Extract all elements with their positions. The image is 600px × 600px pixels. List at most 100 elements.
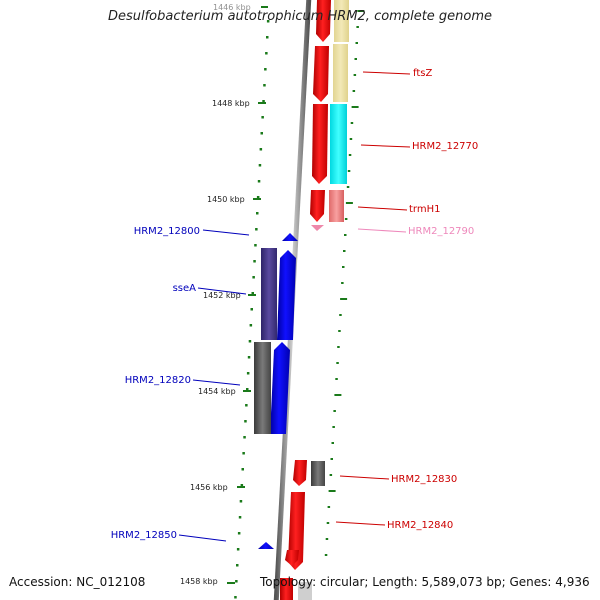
ruler-dot: [240, 484, 244, 487]
outer-dot: [340, 298, 348, 300]
ruler-dot: [247, 356, 251, 359]
ruler: 1446 kbp 1448 kbp 1450 kbp 1452 kbp 1454…: [180, 3, 268, 586]
gene-ftsZ-box[interactable]: [334, 0, 349, 42]
gene-label-trmH1[interactable]: trmH1: [409, 204, 440, 215]
ruler-dot: [245, 404, 248, 407]
gene-label-HRM2-12770[interactable]: HRM2_12770: [412, 141, 478, 152]
gene-HRM2-12820-arrow[interactable]: [270, 342, 290, 434]
gene-HRM2-12770-box[interactable]: [330, 104, 347, 184]
gene-trmH1-box[interactable]: [329, 190, 344, 222]
ruler-dot: [251, 292, 254, 295]
ruler-dot: [266, 36, 269, 39]
ruler-dot: [254, 244, 257, 247]
outer-dot: [333, 410, 336, 412]
gene-label-sseA[interactable]: sseA: [173, 283, 197, 294]
ruler-dot: [256, 196, 260, 199]
outer-dot: [344, 234, 347, 236]
ruler-label: 1448 kbp: [212, 99, 250, 108]
gene-HRM2-12830-box[interactable]: [311, 461, 325, 486]
gene-label-HRM2-12850[interactable]: HRM2_12850: [111, 530, 177, 541]
gene-HRM2-12850-arrow[interactable]: [258, 542, 274, 549]
outer-dot: [355, 42, 358, 44]
outer-dot: [352, 90, 356, 92]
outer-dot: [350, 122, 354, 124]
ruler-dot: [234, 596, 237, 599]
label-leaders: [178, 71, 411, 542]
outer-dot: [328, 490, 336, 492]
outer-dot: [353, 74, 357, 76]
ruler-dot: [249, 324, 253, 327]
outer-dot: [339, 314, 342, 316]
outer-dot: [330, 458, 333, 460]
outer-dot: [331, 442, 334, 444]
ruler-dot: [236, 548, 240, 551]
gene-HRM2-12770-arrow[interactable]: [312, 104, 328, 184]
gene-label-HRM2-12790[interactable]: HRM2_12790: [408, 226, 474, 237]
gene-HRM2-12800-arrow[interactable]: [282, 233, 298, 241]
outer-dot: [329, 474, 333, 476]
gene-small-arrow[interactable]: [285, 550, 299, 566]
gene-ftsZ-arrow[interactable]: [313, 46, 329, 102]
reverse-strand-features: [254, 233, 298, 549]
gene-label-HRM2-12830[interactable]: HRM2_12830: [391, 474, 457, 485]
ruler-dot: [259, 148, 263, 151]
outer-dot: [351, 106, 359, 108]
outer-dot: [342, 266, 345, 268]
outer-dot: [337, 346, 340, 348]
outer-dot: [347, 170, 351, 172]
gene-labels: ftsZ HRM2_12770 trmH1 HRM2_12790 HRM2_12…: [111, 68, 479, 541]
ruler-dot: [255, 228, 258, 231]
ruler-dot: [260, 132, 263, 135]
ruler-dot: [241, 468, 244, 471]
gene-HRM2-12790-arrow[interactable]: [311, 225, 324, 231]
gene-ftsZ-box[interactable]: [333, 44, 348, 102]
gene-trmH1-arrow[interactable]: [310, 190, 325, 222]
outer-dot: [354, 58, 357, 60]
accession-info: Accession: NC_012108: [9, 575, 146, 589]
ruler-dot: [246, 388, 249, 391]
gene-sseA-arrow[interactable]: [277, 250, 296, 340]
outer-dot: [348, 154, 352, 156]
ruler-dot: [248, 340, 252, 343]
ruler-dot: [266, 20, 270, 23]
ruler-dot: [235, 580, 238, 583]
ruler-dot: [236, 564, 239, 567]
gene-label-HRM2-12820[interactable]: HRM2_12820: [125, 375, 191, 386]
ruler-dot: [237, 532, 241, 535]
ruler-dot: [239, 500, 243, 503]
gene-bottom-box-2[interactable]: [298, 582, 312, 600]
ruler-dot: [250, 308, 253, 311]
ruler-dot: [261, 116, 264, 119]
gene-ftsZ-arrow[interactable]: [316, 0, 331, 42]
ruler-dot: [264, 68, 267, 71]
outer-dot: [325, 538, 329, 540]
ruler-dot: [238, 516, 242, 519]
outer-dot: [357, 10, 365, 12]
ruler-dot: [262, 100, 265, 103]
ruler-dots: [234, 20, 270, 599]
gene-sseA-box[interactable]: [261, 248, 277, 340]
ruler-dot: [243, 436, 246, 439]
gene-HRM2-12820-box[interactable]: [254, 342, 271, 434]
forward-strand-features: [280, 0, 349, 600]
outer-dot: [343, 250, 346, 252]
gene-HRM2-12830-arrow[interactable]: [293, 460, 307, 486]
outer-dot: [341, 282, 344, 284]
outer-dot: [334, 394, 342, 396]
ruler-label: 1446 kbp: [213, 3, 251, 12]
outer-dot: [349, 138, 353, 140]
ruler-label: 1450 kbp: [207, 195, 245, 204]
gene-label-ftsZ[interactable]: ftsZ: [413, 68, 432, 79]
ruler-dot: [265, 52, 268, 55]
gene-label-HRM2-12840[interactable]: HRM2_12840: [387, 520, 453, 531]
outer-dot: [326, 522, 330, 524]
outer-dot: [324, 554, 328, 556]
gene-label-HRM2-12800[interactable]: HRM2_12800: [134, 226, 200, 237]
outer-dot: [356, 26, 359, 28]
ruler-dot: [246, 372, 250, 375]
ruler-dot: [244, 420, 247, 423]
ruler-dot: [242, 452, 245, 455]
gene-bottom-box[interactable]: [280, 578, 293, 600]
ruler-label: 1458 kbp: [180, 577, 218, 586]
